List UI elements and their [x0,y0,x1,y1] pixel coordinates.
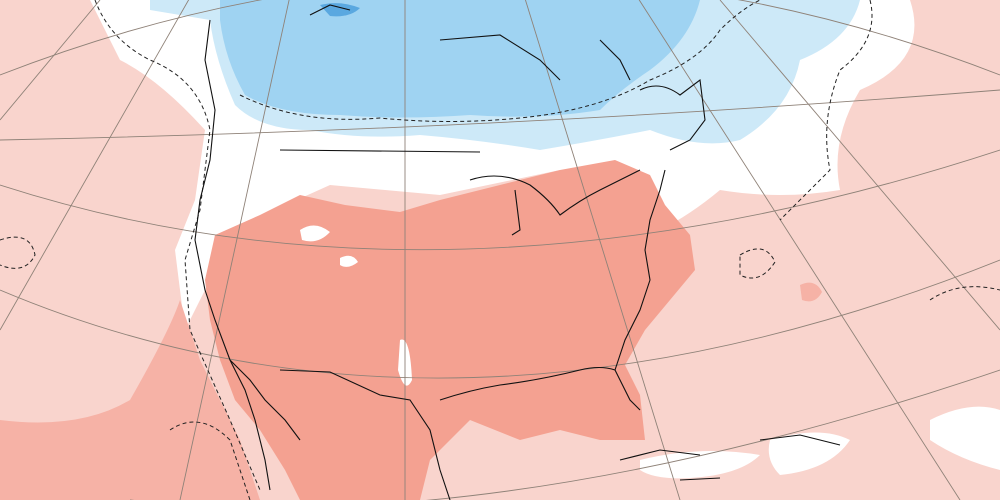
coastline [229,359,301,441]
longitude-line [0,0,101,121]
contour-line [169,421,251,500]
longitude-line [719,0,1000,331]
coastline [439,366,641,411]
border [279,149,481,153]
lake-michigan [511,189,521,236]
lakes [309,4,631,81]
contour-line [929,286,1000,301]
coastline [194,19,271,491]
latitude-line [130,369,1000,500]
contour-line [739,248,776,279]
cold-anomaly-strong [320,3,360,17]
longitude-line [0,0,190,331]
longitude-line [524,0,681,500]
coastline [639,78,706,151]
neutral-islands [300,225,412,386]
longitude-line [179,0,290,500]
neutral-caribbean [640,406,1000,479]
contour-line [239,0,761,122]
caribbean-islands [619,434,841,481]
latitude-line [0,149,1000,251]
great-lakes [469,169,641,216]
cold-anomaly-medium [220,0,700,118]
warm-anomaly-land [205,160,695,500]
warm-anomaly-spot [800,282,822,302]
contour-line [0,236,36,269]
contour-line [779,0,873,221]
border [279,369,451,500]
longitude-line [638,0,961,500]
coastline [614,169,666,371]
latitude-line [0,89,1000,141]
latitude-line [0,0,1000,76]
warm-anomaly-ocean [0,300,260,500]
latitude-line [0,259,1000,379]
